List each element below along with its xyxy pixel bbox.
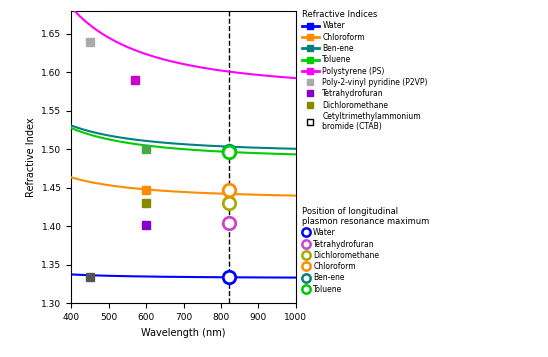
- Y-axis label: Refractive Index: Refractive Index: [26, 117, 36, 197]
- Legend: Water, Tetrahydrofuran, Dichloromethane, Chloroform, Ben-ene, Toluene: Water, Tetrahydrofuran, Dichloromethane,…: [299, 203, 432, 297]
- Legend: Water, Chloroform, Ben-ene, Toluene, Polystyrene (PS), Poly-2-vinyl pyridine (P2: Water, Chloroform, Ben-ene, Toluene, Pol…: [299, 7, 431, 134]
- X-axis label: Wavelength (nm): Wavelength (nm): [141, 328, 226, 338]
